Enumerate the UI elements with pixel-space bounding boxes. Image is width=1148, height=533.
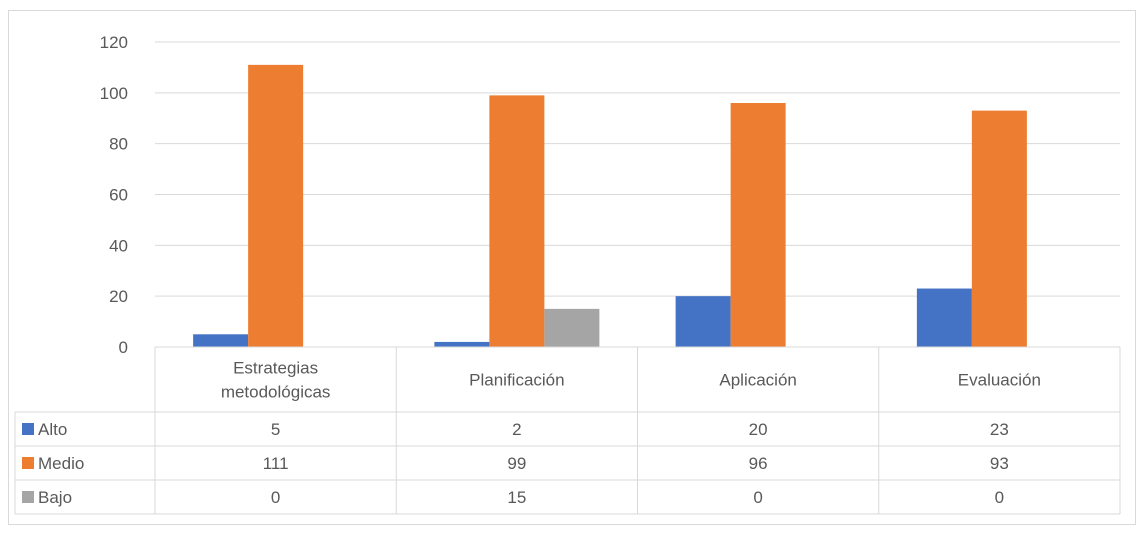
y-tick-label: 20 (109, 287, 128, 306)
bar-medio (971, 110, 1027, 347)
data-value: 99 (507, 454, 526, 473)
data-value: 0 (271, 488, 280, 507)
data-value: 0 (995, 488, 1004, 507)
series-label: Medio (38, 454, 84, 473)
bar-bajo (544, 308, 600, 347)
legend-key-medio (22, 457, 34, 469)
data-value: 23 (990, 420, 1009, 439)
bar-alto (434, 341, 490, 347)
category-label: Estrategias (233, 359, 318, 378)
bar-alto (193, 334, 249, 347)
y-tick-label: 0 (119, 338, 128, 357)
category-label: Planificación (469, 371, 564, 390)
series-label: Bajo (38, 488, 72, 507)
y-tick-label: 40 (109, 236, 128, 255)
data-value: 0 (753, 488, 762, 507)
bar-alto (675, 296, 731, 347)
y-tick-label: 120 (100, 33, 128, 52)
data-value: 15 (507, 488, 526, 507)
bar-alto (916, 288, 972, 347)
data-value: 93 (990, 454, 1009, 473)
bar-medio (248, 64, 304, 347)
bar-medio (489, 95, 545, 347)
data-value: 5 (271, 420, 280, 439)
chart-frame (8, 10, 1136, 525)
category-label: Evaluación (958, 371, 1041, 390)
legend-key-alto (22, 423, 34, 435)
data-value: 111 (263, 454, 289, 473)
y-tick-label: 60 (109, 186, 128, 205)
y-tick-label: 80 (109, 135, 128, 154)
y-tick-label: 100 (100, 84, 128, 103)
data-value: 96 (749, 454, 768, 473)
data-value: 20 (749, 420, 768, 439)
data-value: 2 (512, 420, 521, 439)
category-label: metodológicas (221, 383, 331, 402)
bar-medio (730, 103, 786, 347)
legend-key-bajo (22, 491, 34, 503)
series-label: Alto (38, 420, 67, 439)
category-label: Aplicación (719, 371, 797, 390)
